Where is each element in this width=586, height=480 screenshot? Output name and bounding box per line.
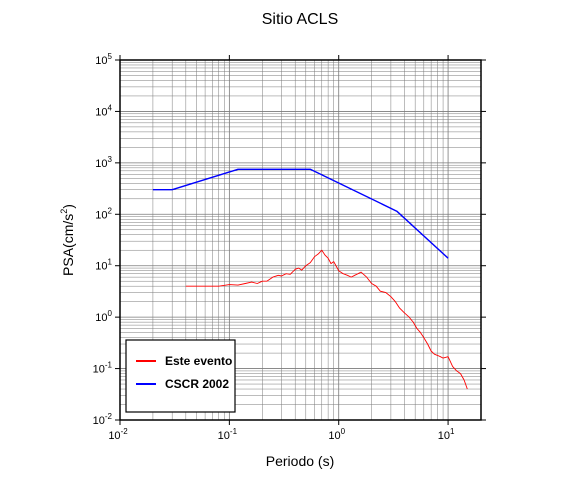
x-tick-label-base: 10 <box>218 430 230 442</box>
y-tick-label-base: 10 <box>95 55 107 67</box>
y-tick-label-base: 10 <box>93 415 105 427</box>
y-tick-label-exp: -1 <box>105 361 113 370</box>
y-tick-label-exp: 4 <box>108 103 113 112</box>
x-tick-label-exp: 1 <box>450 427 455 436</box>
chart-title: Sitio ACLS <box>262 11 338 28</box>
x-tick-label: 101 <box>438 427 455 442</box>
y-tick-label-base: 10 <box>95 209 107 221</box>
y-tick-label-exp: 3 <box>108 155 113 164</box>
y-tick-label: 103 <box>95 155 112 170</box>
series-lines <box>152 168 468 390</box>
x-tick-label: 10-2 <box>108 427 128 442</box>
legend-label-este-evento: Este evento <box>165 354 232 368</box>
y-tick-label: 102 <box>95 206 112 221</box>
y-tick-label: 100 <box>95 309 112 324</box>
x-tick-label: 100 <box>328 427 345 442</box>
y-tick-label: 104 <box>95 103 112 118</box>
grid <box>119 59 482 421</box>
plot-frame <box>119 59 482 421</box>
y-tick-label: 10-1 <box>93 361 113 376</box>
x-tick-label-exp: 0 <box>341 427 346 436</box>
y-tick-label-exp: -2 <box>105 412 113 421</box>
legend-label-cscr-2002: CSCR 2002 <box>165 377 229 391</box>
y-tick-label-exp: 1 <box>108 258 113 267</box>
x-tick-label: 10-1 <box>218 427 238 442</box>
y-axis-label: PSA(cm/s2) <box>59 204 76 276</box>
x-axis-label: Periodo (s) <box>266 453 334 469</box>
y-tick-label-exp: 0 <box>108 309 113 318</box>
y-tick-label-base: 10 <box>95 312 107 324</box>
x-tick-label-exp: -2 <box>121 427 129 436</box>
y-tick-label-base: 10 <box>95 261 107 273</box>
y-tick-label: 105 <box>95 52 112 67</box>
plot-border <box>119 59 482 421</box>
y-tick-label: 10-2 <box>93 412 113 427</box>
y-tick-label: 101 <box>95 258 112 273</box>
x-tick-label-base: 10 <box>108 430 120 442</box>
legend-box <box>125 339 236 413</box>
x-tick-label-exp: -1 <box>230 427 238 436</box>
y-tick-label-base: 10 <box>95 106 107 118</box>
series-line-cscr-2002 <box>152 168 449 259</box>
y-axis-label-sup: 2 <box>59 209 69 214</box>
y-axis-label-base: PSA(cm/s <box>60 214 76 276</box>
series-line-este-evento <box>185 249 468 390</box>
y-tick-label-base: 10 <box>95 158 107 170</box>
y-tick-label-exp: 2 <box>108 206 113 215</box>
x-tick-label-base: 10 <box>438 430 450 442</box>
y-tick-label-base: 10 <box>93 364 105 376</box>
legend: Este evento CSCR 2002 <box>125 339 236 413</box>
x-tick-label-base: 10 <box>328 430 340 442</box>
y-axis-label-close: ) <box>60 204 76 209</box>
x-axis-ticks: 10-2 10-1 100 101 <box>108 55 455 442</box>
y-tick-label-exp: 5 <box>108 52 113 61</box>
